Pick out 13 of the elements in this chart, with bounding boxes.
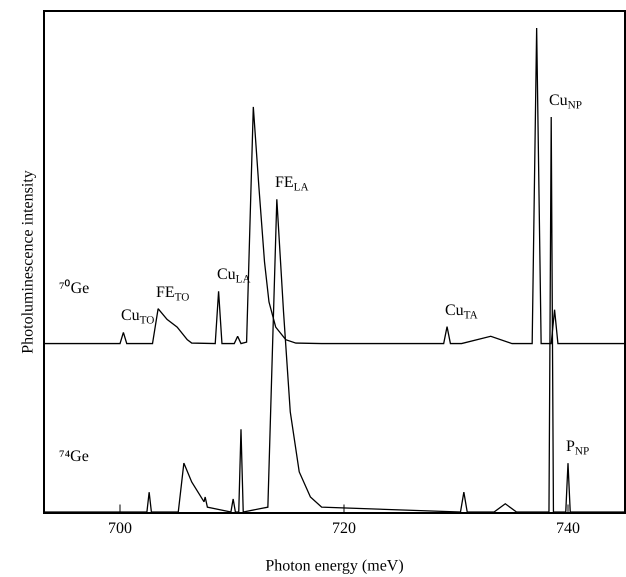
annotation: FE$_{TO}$	[156, 284, 190, 304]
annotation: Cu$_{TA}$	[445, 302, 478, 322]
annotation: Cu$_{TO}$	[121, 307, 154, 326]
x-tick-label: 700	[108, 520, 132, 537]
annotation: Cu$_{NP}$	[549, 92, 582, 112]
text: ⁷⁴Ge	[59, 448, 89, 465]
text: ⁷⁰Ge	[59, 279, 90, 297]
annotation: FE$_{LA}$	[275, 174, 309, 194]
annotation: P$_{NP}$	[566, 438, 590, 458]
x-tick-label: 720	[332, 520, 356, 537]
x-tick-label: 740	[556, 520, 580, 537]
x-axis-title: Photon energy (meV)	[265, 558, 404, 574]
y-axis-title: Photoluminescence intensity	[20, 170, 37, 354]
